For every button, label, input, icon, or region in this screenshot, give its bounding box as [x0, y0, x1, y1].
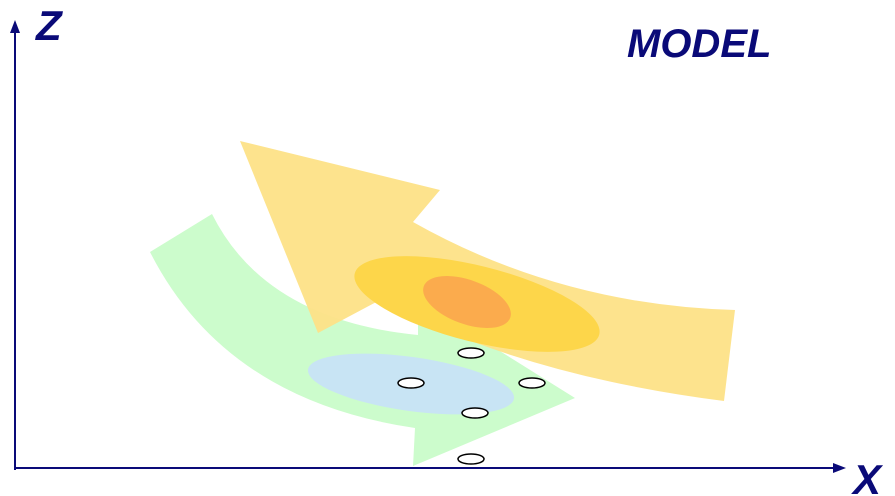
z-axis-arrowhead	[10, 20, 20, 33]
marker-ellipse	[397, 377, 425, 389]
marker-ellipse	[461, 407, 489, 419]
z-axis-label: Z	[35, 2, 63, 49]
diagram-title: MODEL	[627, 22, 771, 66]
marker-ellipse	[518, 377, 546, 389]
marker-ellipse	[457, 453, 485, 465]
x-axis-label: X	[851, 456, 884, 496]
marker-ellipse	[457, 347, 485, 359]
orange-ellipse	[423, 276, 511, 328]
x-axis-arrowhead	[833, 463, 846, 473]
